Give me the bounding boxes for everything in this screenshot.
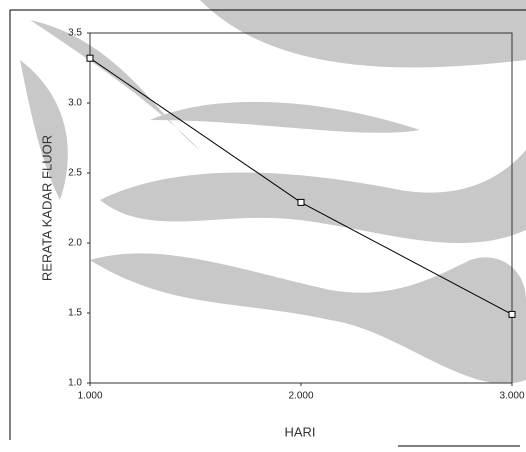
x-tick-label: 3.000 xyxy=(499,391,524,402)
y-axis-title: RERATA KADAR FLUOR xyxy=(39,135,54,281)
data-point xyxy=(509,311,515,317)
y-tick-label: 1.0 xyxy=(68,378,82,389)
watermark xyxy=(20,0,526,384)
y-tick-label: 3.5 xyxy=(68,28,82,39)
y-tick-label: 2.5 xyxy=(68,168,82,179)
data-point xyxy=(298,199,304,205)
x-tick-label: 2.000 xyxy=(288,391,313,402)
x-axis-title: HARI xyxy=(284,424,315,439)
y-tick-label: 1.5 xyxy=(68,308,82,319)
chart: HARI RERATA KADAR FLUOR 1.0 1.5 2.0 2.5 3.0 3… xyxy=(0,0,526,452)
x-tick-label: 1.000 xyxy=(77,391,102,402)
y-tick-label: 2.0 xyxy=(68,238,82,249)
data-point xyxy=(87,55,93,61)
y-tick-label: 3.0 xyxy=(68,98,82,109)
